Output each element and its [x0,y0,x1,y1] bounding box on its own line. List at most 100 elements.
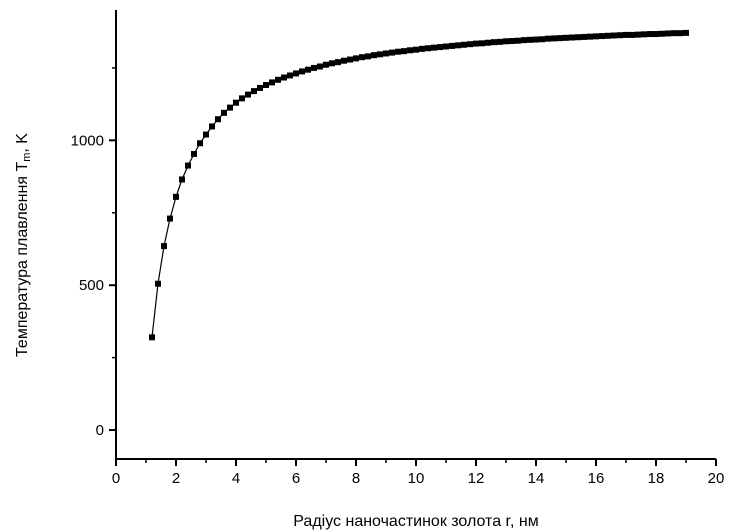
data-point [221,109,227,116]
data-point [209,123,215,130]
data-point [551,35,557,42]
x-tick-label: 2 [172,470,180,487]
data-point [215,116,221,123]
data-point [509,37,515,44]
data-point [245,91,251,98]
y-tick-label: 1000 [71,132,104,149]
axes-layer [115,10,716,460]
ticks-layer: 0 2 4 6 8 10 12 14 16 18 20 0 500 1000 [71,67,725,487]
data-point [317,63,323,70]
y-tick-label: 500 [79,277,104,294]
data-point [161,243,167,250]
y-axis-title-main: Температура плавлення T [14,162,31,357]
data-point [341,57,347,64]
data-point [329,60,335,67]
data-point [203,131,209,138]
data-point [647,31,653,38]
data-point [281,74,287,81]
data-point [167,215,173,222]
x-tick-label: 6 [292,470,300,487]
data-point [287,72,293,79]
y-axis-title: Температура плавлення Tm, K [14,133,33,357]
data-point [311,64,317,71]
data-point [521,37,527,44]
data-point [239,95,245,102]
data-point [467,41,473,48]
data-point [659,30,665,37]
data-point [431,44,437,51]
data-point [605,32,611,39]
data-point [671,30,677,37]
series-layer [149,29,689,341]
data-point [365,53,371,60]
x-tick-label: 10 [408,470,425,487]
data-point [227,104,233,111]
data-point [173,193,179,200]
x-tick-label: 14 [528,470,545,487]
data-point [335,59,341,66]
data-point [611,32,617,39]
data-point [683,29,689,36]
data-point [383,50,389,57]
x-tick-label: 0 [112,470,120,487]
data-point [269,79,275,86]
x-tick-label: 12 [468,470,485,487]
data-point [455,42,461,49]
data-point [569,34,575,41]
data-point [371,52,377,59]
data-point [641,31,647,38]
data-point [653,31,659,38]
data-point [263,82,269,89]
data-point [233,99,239,106]
data-point [581,33,587,40]
data-point [617,32,623,39]
data-point [185,162,191,169]
data-point [587,33,593,40]
data-point [413,46,419,53]
data-point [257,84,263,91]
data-point [305,66,311,73]
data-point [407,47,413,54]
data-point [443,43,449,50]
series-line [151,32,687,338]
data-point [197,140,203,147]
data-point [179,176,185,183]
data-point [503,38,509,45]
data-point [497,38,503,45]
data-point [539,36,545,43]
data-point [635,31,641,38]
data-point [533,36,539,43]
data-point [623,31,629,38]
data-point [593,33,599,40]
data-point [527,36,533,43]
y-tick-label: 0 [96,422,104,439]
data-point [275,76,281,83]
data-point [191,150,197,157]
data-point [599,33,605,40]
y-axis-title-subscript: m [21,153,33,162]
data-point [359,54,365,61]
data-point [491,39,497,46]
data-point [395,48,401,55]
data-point [485,39,491,46]
x-tick-label: 8 [352,470,360,487]
data-point [449,42,455,49]
data-point [557,35,563,42]
data-point [293,70,299,77]
data-point [515,37,521,44]
data-point [479,40,485,47]
data-point [377,51,383,58]
y-axis-title-unit: , K [14,133,31,153]
data-point [545,35,551,42]
data-point [419,45,425,52]
x-tick-label: 16 [588,470,605,487]
x-tick-label: 18 [648,470,665,487]
x-tick-label: 4 [232,470,240,487]
data-point [323,61,329,68]
data-point [347,56,353,63]
data-point [401,48,407,55]
data-point [461,41,467,48]
x-tick-label: 20 [708,470,725,487]
data-point [665,30,671,37]
